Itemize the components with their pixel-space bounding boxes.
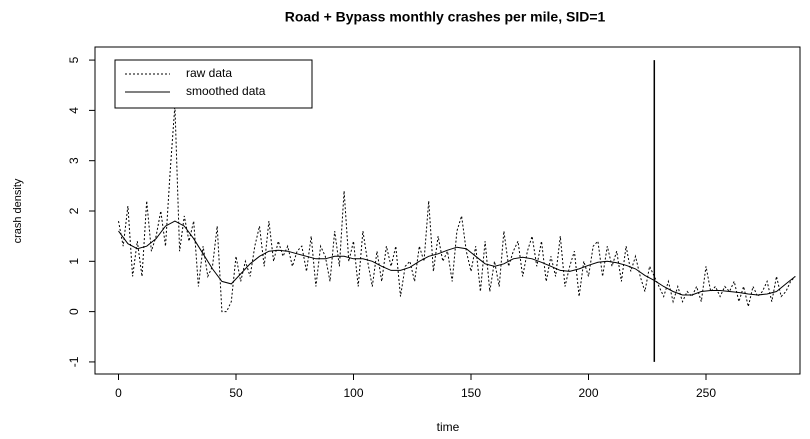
legend-label: raw data	[186, 66, 232, 80]
y-tick-label: -1	[67, 356, 81, 367]
series-line	[118, 105, 796, 313]
x-tick-label: 50	[229, 386, 243, 400]
y-axis-label: crash density	[12, 178, 24, 243]
plot-frame	[94, 46, 801, 375]
series-line	[118, 220, 796, 296]
legend-box	[114, 59, 313, 109]
x-axis-label: time	[437, 420, 460, 434]
y-tick-label: 5	[67, 56, 81, 63]
y-tick-label: 3	[67, 157, 81, 164]
x-tick-label: 250	[696, 386, 716, 400]
y-tick-label: 4	[67, 107, 81, 114]
x-tick-label: 150	[461, 386, 481, 400]
x-tick-label: 200	[578, 386, 598, 400]
y-tick-label: 2	[67, 207, 81, 214]
legend-label: smoothed data	[186, 84, 266, 98]
x-tick-label: 100	[343, 386, 363, 400]
x-tick-label: 0	[115, 386, 122, 400]
y-tick-label: 1	[67, 258, 81, 265]
y-tick-label: 0	[67, 308, 81, 315]
chart-title: Road + Bypass monthly crashes per mile, …	[285, 9, 606, 25]
